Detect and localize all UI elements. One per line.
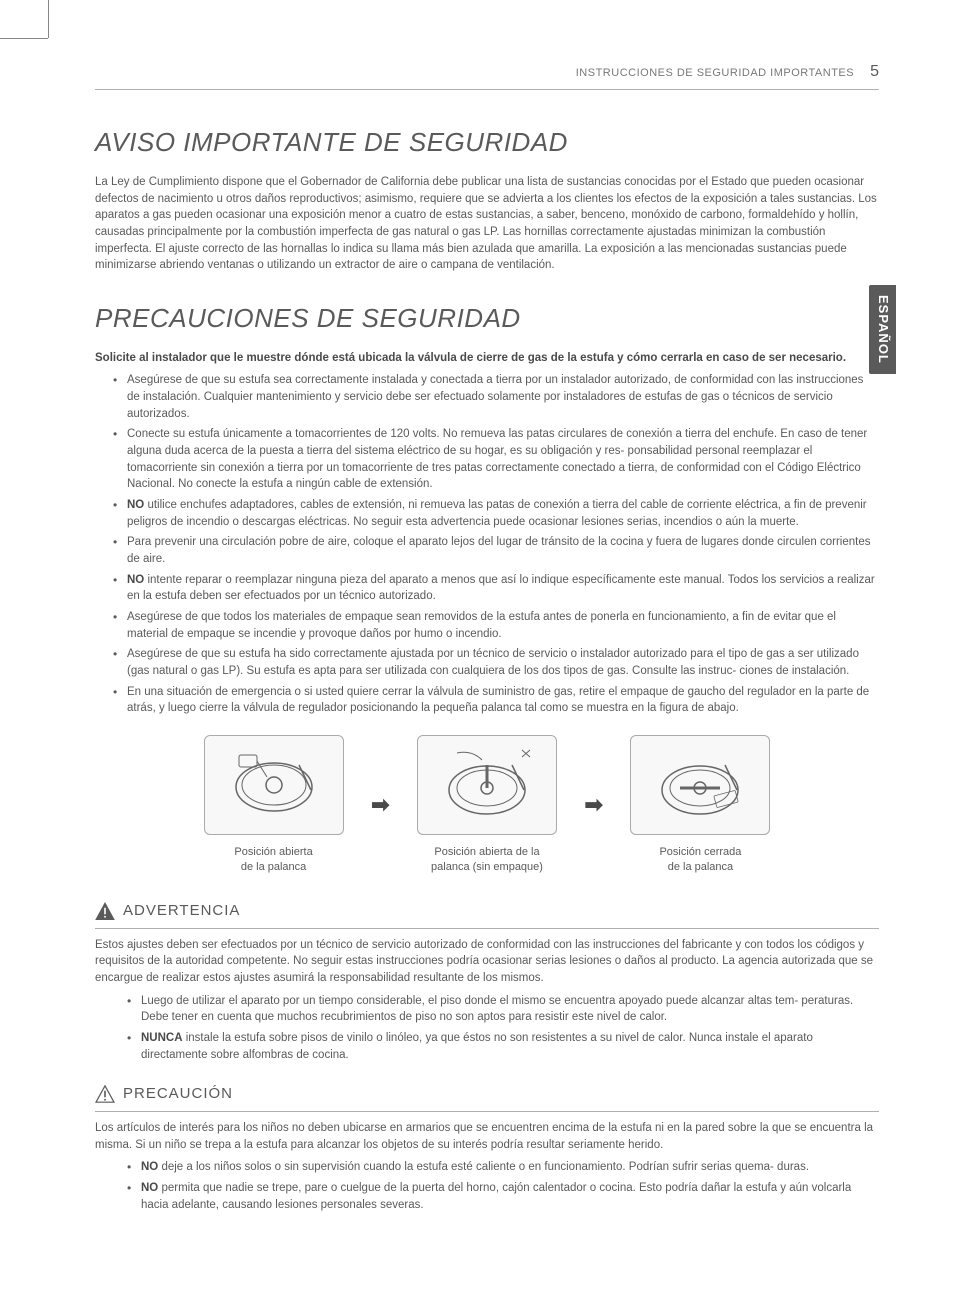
figure-row: Posición abierta de la palanca ➡ Posició…: [95, 735, 879, 876]
section1-title: AVISO IMPORTANTE DE SEGURIDAD: [95, 124, 879, 162]
figure-3-caption: Posición cerrada de la palanca: [623, 845, 778, 876]
list-item: Conecte su estufa únicamente a tomacorri…: [117, 426, 879, 493]
list-item: Luego de utilizar el aparato por un tiem…: [131, 993, 879, 1026]
figure-1-caption: Posición abierta de la palanca: [196, 845, 351, 876]
arrow-right-icon: ➡: [371, 789, 389, 821]
caution-header: PRECAUCIÓN: [95, 1083, 879, 1112]
caution-body: Los artículos de interés para los niños …: [95, 1120, 879, 1153]
warning-header: ADVERTENCIA: [95, 900, 879, 929]
crop-mark-vertical: [48, 0, 49, 38]
list-item: NUNCA instale la estufa sobre pisos de v…: [131, 1030, 879, 1063]
header-section-title: INSTRUCCIONES DE SEGURIDAD IMPORTANTES: [576, 66, 854, 82]
list-item: Asegúrese de que su estufa ha sido corre…: [117, 646, 879, 679]
warning-body: Estos ajustes deben ser efectuados por u…: [95, 937, 879, 987]
list-item: NO deje a los niños solos o sin supervis…: [131, 1159, 879, 1176]
figure-2: Posición abierta de la palanca (sin empa…: [410, 735, 565, 876]
caution-bullet-list: NO deje a los niños solos o sin supervis…: [95, 1159, 879, 1213]
warning-callout: ADVERTENCIA Estos ajustes deben ser efec…: [95, 900, 879, 1063]
page-header: INSTRUCCIONES DE SEGURIDAD IMPORTANTES 5: [95, 60, 879, 90]
warning-triangle-filled-icon: [95, 902, 115, 920]
section2-intro: Solicite al instalador que le muestre dó…: [95, 350, 879, 367]
list-item: En una situación de emergencia o si uste…: [117, 684, 879, 717]
regulator-lever-closed-icon: [630, 735, 770, 835]
regulator-lever-open-icon: [204, 735, 344, 835]
figure-3: Posición cerrada de la palanca: [623, 735, 778, 876]
language-tab: ESPAÑOL: [869, 285, 896, 374]
page-number: 5: [870, 60, 879, 83]
section2-bullet-list: Asegúrese de que su estufa sea correctam…: [95, 372, 879, 717]
caution-triangle-outline-icon: [95, 1085, 115, 1103]
warning-title: ADVERTENCIA: [123, 900, 240, 922]
caution-title: PRECAUCIÓN: [123, 1083, 233, 1105]
list-item: NO intente reparar o reemplazar ninguna …: [117, 572, 879, 605]
regulator-lever-open-nocap-icon: [417, 735, 557, 835]
section1-body: La Ley de Cumplimiento dispone que el Go…: [95, 174, 879, 274]
arrow-right-icon: ➡: [585, 789, 603, 821]
list-item: Asegúrese de que todos los materiales de…: [117, 609, 879, 642]
figure-1: Posición abierta de la palanca: [196, 735, 351, 876]
warning-bullet-list: Luego de utilizar el aparato por un tiem…: [95, 993, 879, 1064]
list-item: NO utilice enchufes adaptadores, cables …: [117, 497, 879, 530]
list-item: Para prevenir una circulación pobre de a…: [117, 534, 879, 567]
crop-mark-horizontal: [0, 38, 48, 39]
list-item: NO permita que nadie se trepe, pare o cu…: [131, 1180, 879, 1213]
figure-2-caption: Posición abierta de la palanca (sin empa…: [410, 845, 565, 876]
caution-callout: PRECAUCIÓN Los artículos de interés para…: [95, 1083, 879, 1213]
section2-title: PRECAUCIONES DE SEGURIDAD: [95, 300, 879, 338]
list-item: Asegúrese de que su estufa sea correctam…: [117, 372, 879, 422]
